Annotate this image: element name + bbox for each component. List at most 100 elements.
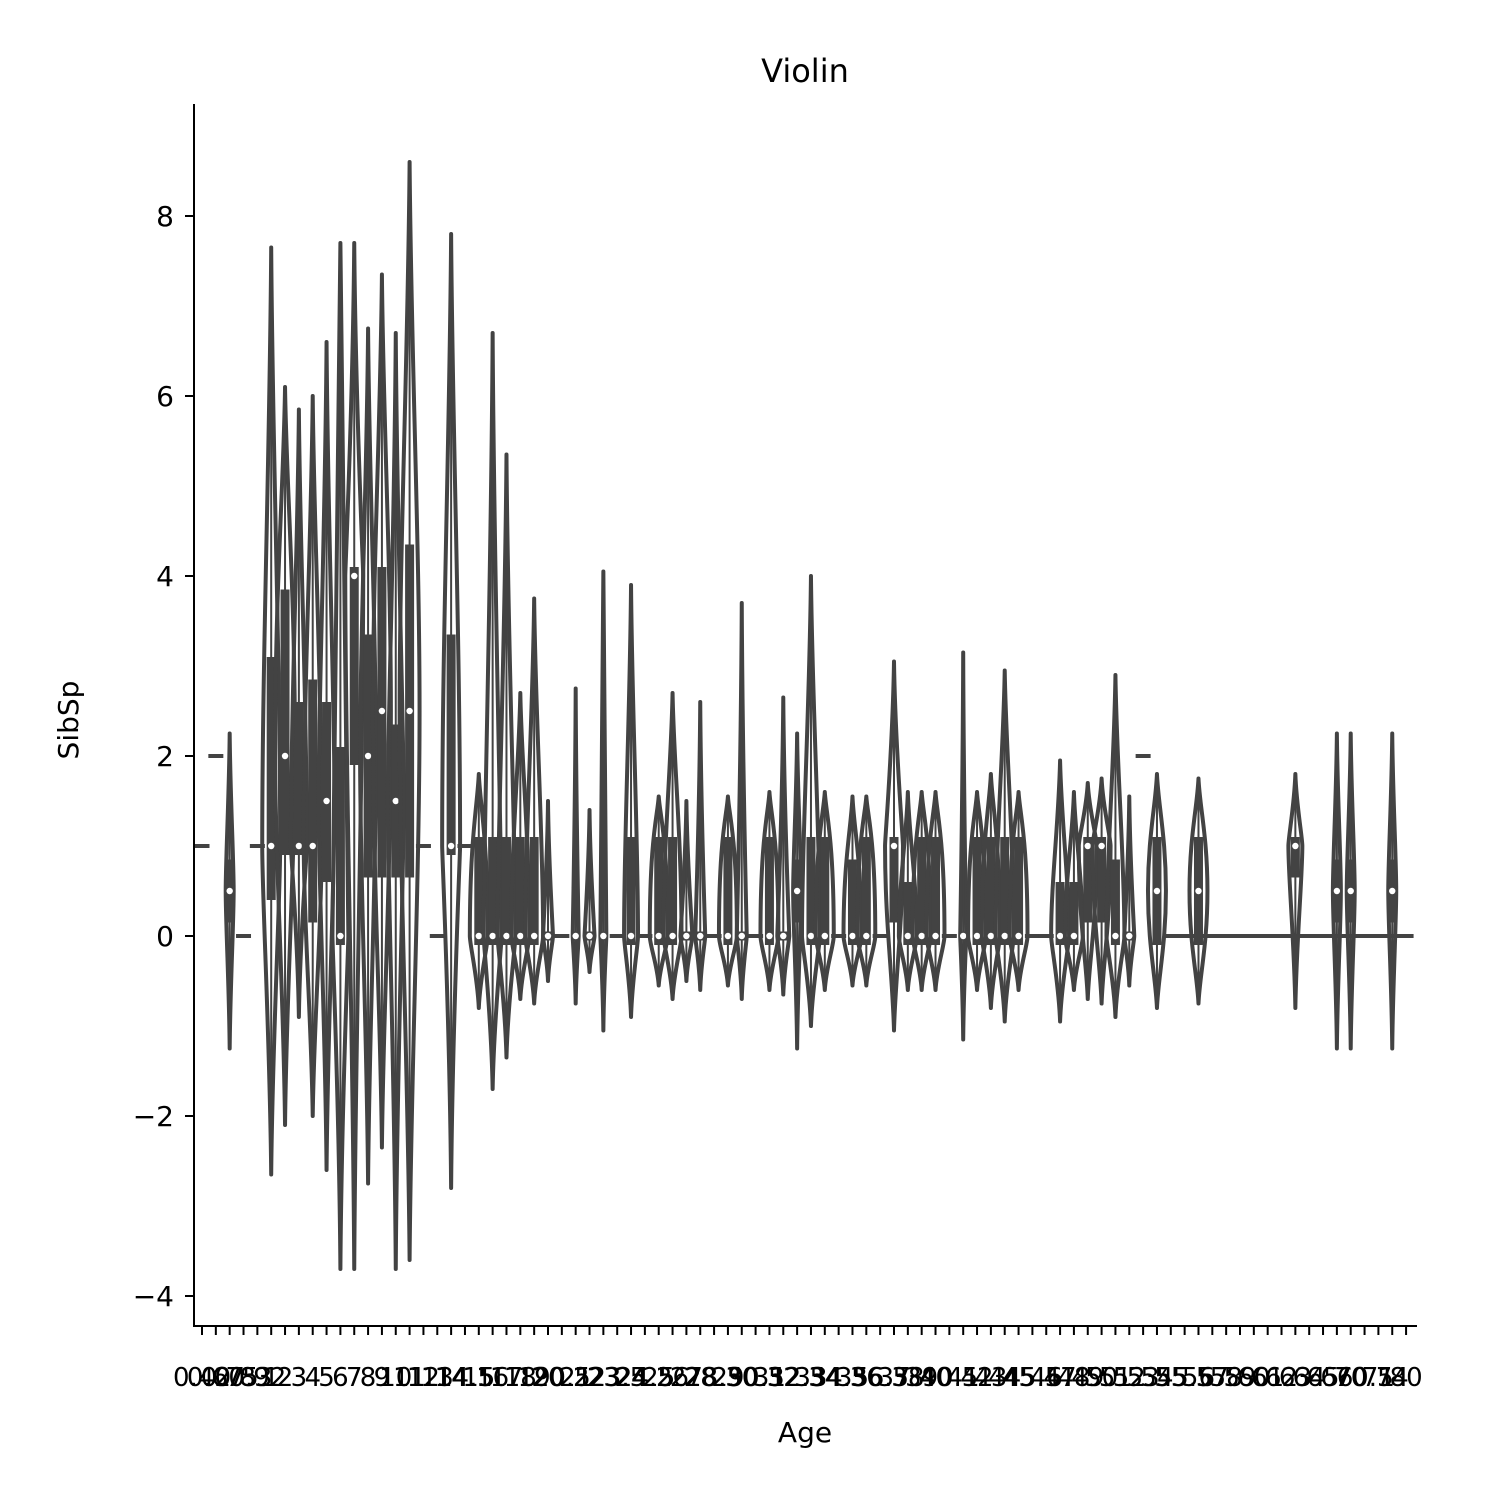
violin-median-33 xyxy=(807,932,815,940)
x-tick-label-19: 19 xyxy=(518,1363,551,1393)
violin-44 xyxy=(993,668,1016,1024)
x-tick-label-28.5: 28.5 xyxy=(685,1363,743,1393)
violin-iqr-box-38 xyxy=(903,882,913,945)
violin-median-74 xyxy=(1389,887,1396,895)
violin-median-29 xyxy=(724,932,732,940)
violin-median-50 xyxy=(1098,842,1105,850)
x-tick-label-36.5: 36.5 xyxy=(851,1363,909,1393)
violin-20 xyxy=(541,799,555,983)
violin-18 xyxy=(509,691,532,1001)
violin-iqr-box-31 xyxy=(764,837,774,945)
violin-iqr-box-19 xyxy=(529,837,539,945)
violin-median-2 xyxy=(281,752,289,760)
x-tick-label-24.5: 24.5 xyxy=(616,1363,674,1393)
x-tick-label-44: 44 xyxy=(988,1363,1021,1393)
violin-iqr-box-37 xyxy=(889,837,899,923)
violin-iqr-box-45 xyxy=(1014,837,1024,945)
violin-56 xyxy=(1187,776,1210,1006)
violin-median-32.5 xyxy=(793,887,801,895)
x-tick-label-1: 1 xyxy=(263,1363,280,1393)
violin-median-9 xyxy=(378,707,386,715)
violin-70 xyxy=(1344,731,1357,1051)
x-tick-label-6: 6 xyxy=(332,1363,349,1393)
violin-iqr-box-43 xyxy=(986,837,996,945)
violin-iqr-box-36 xyxy=(861,837,871,945)
violin-10 xyxy=(385,331,406,1271)
violin-median-26 xyxy=(669,932,676,940)
violin-iqr-box-6 xyxy=(335,747,345,945)
violin-11 xyxy=(397,160,422,1262)
x-tick-label-14.5: 14.5 xyxy=(436,1363,494,1393)
x-tick-label-43: 43 xyxy=(974,1363,1007,1393)
violin-iqr-box-16 xyxy=(488,837,498,945)
violin-45 xyxy=(1007,790,1030,992)
x-tick-label-18: 18 xyxy=(504,1363,537,1393)
x-tick-label-34: 34 xyxy=(808,1363,841,1393)
violin-iqr-box-1 xyxy=(266,657,276,900)
x-tick-label-27: 27 xyxy=(670,1363,703,1393)
x-tick-label-23: 23 xyxy=(587,1363,620,1393)
x-axis-label: Age xyxy=(778,1416,832,1449)
violin-14 xyxy=(440,232,463,1190)
x-tick-label-50: 50 xyxy=(1085,1363,1118,1393)
x-tick-label-55: 55 xyxy=(1154,1363,1187,1393)
x-tick-label-53: 53 xyxy=(1127,1363,1160,1393)
y-tick-label-0: 0 xyxy=(156,920,174,953)
x-tick-label-51: 51 xyxy=(1099,1363,1132,1393)
violin-iqr-box-44 xyxy=(1000,837,1010,945)
violin-9 xyxy=(370,272,393,1150)
violin-iqr-box-26 xyxy=(668,837,678,945)
violin-iqr-box-9 xyxy=(377,567,387,878)
x-tick-label-33: 33 xyxy=(794,1363,827,1393)
violin-median-8 xyxy=(364,752,372,760)
y-tick-label--4: −4 xyxy=(133,1280,174,1313)
x-tick-label-74: 74 xyxy=(1376,1363,1409,1393)
violin-iqr-box-33 xyxy=(806,837,816,945)
x-tick-label-65: 65 xyxy=(1306,1363,1339,1393)
violin-median-24 xyxy=(627,932,635,940)
violin-median-4 xyxy=(309,842,316,850)
x-tick-label-47: 47 xyxy=(1044,1363,1077,1393)
x-tick-label-60: 60 xyxy=(1237,1363,1270,1393)
x-tick-label-63: 63 xyxy=(1279,1363,1312,1393)
x-tick-label-42: 42 xyxy=(960,1363,993,1393)
x-tick-label-71: 71 xyxy=(1362,1363,1395,1393)
violin-iqr-box-40 xyxy=(931,837,941,945)
violin-32 xyxy=(775,695,792,997)
violin-23 xyxy=(598,569,609,1033)
violin-40 xyxy=(924,790,947,992)
violin-median-40 xyxy=(932,932,939,940)
x-tick-label-30.5: 30.5 xyxy=(727,1363,785,1393)
violin-median-19 xyxy=(530,932,538,940)
x-tick-label-35: 35 xyxy=(836,1363,869,1393)
x-tick-label-0.75: 0.75 xyxy=(201,1363,259,1393)
x-tick-label-46: 46 xyxy=(1030,1363,1063,1393)
x-tick-label-21: 21 xyxy=(559,1363,592,1393)
violin-median-42 xyxy=(973,932,981,940)
violin-median-30 xyxy=(738,932,745,940)
x-tick-label-56: 56 xyxy=(1182,1363,1215,1393)
violin-iqr-box-35 xyxy=(847,859,857,945)
violin-22 xyxy=(582,808,597,974)
y-tick-label-6: 6 xyxy=(156,380,174,413)
violin-iqr-box-7 xyxy=(349,567,359,765)
x-tick-label-38: 38 xyxy=(891,1363,924,1393)
violin-49 xyxy=(1076,781,1099,1001)
violin-median-44 xyxy=(1001,932,1008,940)
violin-median-56 xyxy=(1195,887,1202,895)
x-tick-label-57: 57 xyxy=(1196,1363,1229,1393)
violin-47 xyxy=(1049,758,1072,1024)
violin-54 xyxy=(1145,772,1168,1010)
violin-median-52 xyxy=(1126,932,1133,940)
x-tick-label-12: 12 xyxy=(407,1363,440,1393)
x-tick-label-54: 54 xyxy=(1140,1363,1173,1393)
violin-iqr-box-18 xyxy=(515,837,525,945)
violin-39 xyxy=(910,790,933,992)
x-tick-label-28: 28 xyxy=(684,1363,717,1393)
x-tick-label-16: 16 xyxy=(476,1363,509,1393)
x-tick-label-39: 39 xyxy=(905,1363,938,1393)
x-tick-label-31: 31 xyxy=(753,1363,786,1393)
violin-0.75 xyxy=(223,731,236,1051)
x-tick-label-36: 36 xyxy=(850,1363,883,1393)
violin-median-25 xyxy=(655,932,662,940)
